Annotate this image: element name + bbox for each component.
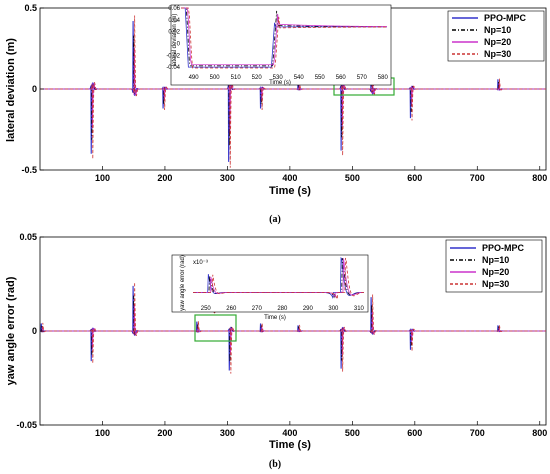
y-tick-label: -0.05 — [16, 420, 37, 430]
inset-frame-a — [170, 4, 392, 86]
inset-ylabel-a: lateral deviation (m) — [172, 14, 178, 67]
caption-a: (a) — [269, 214, 281, 225]
caption-b: (b) — [269, 459, 281, 470]
inset-x-tick-label: 310 — [354, 306, 365, 312]
legend-box-a — [447, 10, 545, 62]
x-tick-label: 700 — [470, 173, 485, 183]
inset-series-line — [193, 257, 365, 300]
inset-series-line — [181, 7, 387, 69]
x-tick-label: 800 — [532, 428, 547, 438]
inset-x-tick-label: 490 — [189, 75, 200, 81]
inset-y-tick-label: -0.04 — [166, 65, 180, 71]
y-tick-label: 0 — [32, 326, 37, 336]
x-tick-label: 100 — [95, 428, 110, 438]
x-tick-label: 600 — [407, 428, 422, 438]
x-tick-label: 300 — [220, 428, 235, 438]
inset-a: 490 500 510 520 530 540 550 560 570 580 0.06 0.04 0.… — [166, 4, 392, 86]
inset-xlabel-b: Time (s) — [264, 315, 286, 321]
legend-label: Np=10 — [484, 25, 511, 35]
inset-x-tick-label: 550 — [315, 75, 326, 81]
x-tick-label: 400 — [282, 428, 297, 438]
x-tick-label: 600 — [407, 173, 422, 183]
x-tick-label: 800 — [532, 173, 547, 183]
inset-series-line — [181, 7, 388, 66]
legend-label: Np=20 — [484, 37, 511, 47]
ylabel-b: yaw angle error (rad) — [5, 276, 17, 385]
inset-x-tick-label: 500 — [210, 75, 221, 81]
y-tick-label: 0 — [32, 84, 37, 94]
zoom-box-b — [194, 314, 237, 342]
inset-x-tick-label: 280 — [277, 306, 288, 312]
x-tick-label: 400 — [282, 173, 297, 183]
x-tick-label: 500 — [345, 173, 360, 183]
inset-x-tick-label: 580 — [378, 75, 389, 81]
inset-x-tick-label: 540 — [294, 75, 305, 81]
inset-xlabel-a: Time (s) — [269, 80, 291, 86]
inset-x-tick-label: 270 — [252, 306, 263, 312]
x-tick-label: 700 — [470, 428, 485, 438]
inset-x-tick-label: 560 — [336, 75, 347, 81]
x-tick-label: 500 — [345, 428, 360, 438]
x-tick-label: 100 — [95, 173, 110, 183]
xlabel-b: Time (s) — [269, 439, 311, 451]
series-group-b — [39, 282, 546, 374]
series-group-a — [40, 15, 546, 168]
inset-frame-b — [171, 254, 369, 313]
y-tick-label: 0.5 — [24, 3, 37, 13]
inset-y-tick-label: 0.02 — [168, 30, 180, 36]
inset-b: 250 260 270 280 290 300 310 x10⁻³ Time (s) yaw… — [171, 254, 369, 321]
legend-label: Np=30 — [482, 279, 509, 289]
legend-label: PPO-MPC — [484, 13, 527, 23]
y-tick-label: -0.5 — [21, 165, 37, 175]
inset-y-tick-label: -0.02 — [166, 53, 180, 59]
legend-b: PPO-MPC Np=10 Np=20 Np=30 — [445, 239, 543, 293]
inset-x-tick-label: 250 — [201, 306, 212, 312]
x-tick-label: 200 — [157, 173, 172, 183]
inset-y-tick-label: 0.06 — [168, 6, 180, 12]
ylabel-a: lateral deviation (m) — [5, 38, 17, 142]
panel-b: 250 260 270 280 290 300 310 x10⁻³ Time (s) yaw… — [5, 232, 547, 470]
legend-label: Np=30 — [484, 49, 511, 59]
inset-x-tick-label: 530 — [273, 75, 284, 81]
series-line-np-30 — [40, 15, 546, 168]
inset-exponent-b: x10⁻³ — [193, 260, 208, 266]
inset-x-tick-label: 520 — [252, 75, 263, 81]
legend-label: PPO-MPC — [482, 243, 525, 253]
inset-y-tick-label: 0 — [177, 41, 181, 47]
inset-ylabel-b: yaw angle error (rad) — [180, 255, 186, 311]
legend-label: Np=20 — [482, 267, 509, 277]
x-tick-label: 300 — [220, 173, 235, 183]
inset-x-tick-label: 570 — [357, 75, 368, 81]
xlabel-a: Time (s) — [269, 185, 311, 197]
legend-label: Np=10 — [482, 255, 509, 265]
inset-x-tick-label: 300 — [328, 306, 339, 312]
inset-x-tick-label: 510 — [231, 75, 242, 81]
series-line-np-30 — [40, 282, 546, 374]
inset-y-tick-label: 0.04 — [168, 18, 180, 24]
legend-a: PPO-MPC Np=10 Np=20 Np=30 — [447, 10, 545, 62]
inset-x-tick-label: 290 — [303, 306, 314, 312]
inset-x-tick-label: 260 — [226, 306, 237, 312]
x-tick-label: 200 — [157, 428, 172, 438]
y-tick-label: 0.05 — [19, 232, 37, 242]
panel-a: 490 500 510 520 530 540 550 560 570 580 0.06 0.04 0.… — [5, 3, 547, 225]
